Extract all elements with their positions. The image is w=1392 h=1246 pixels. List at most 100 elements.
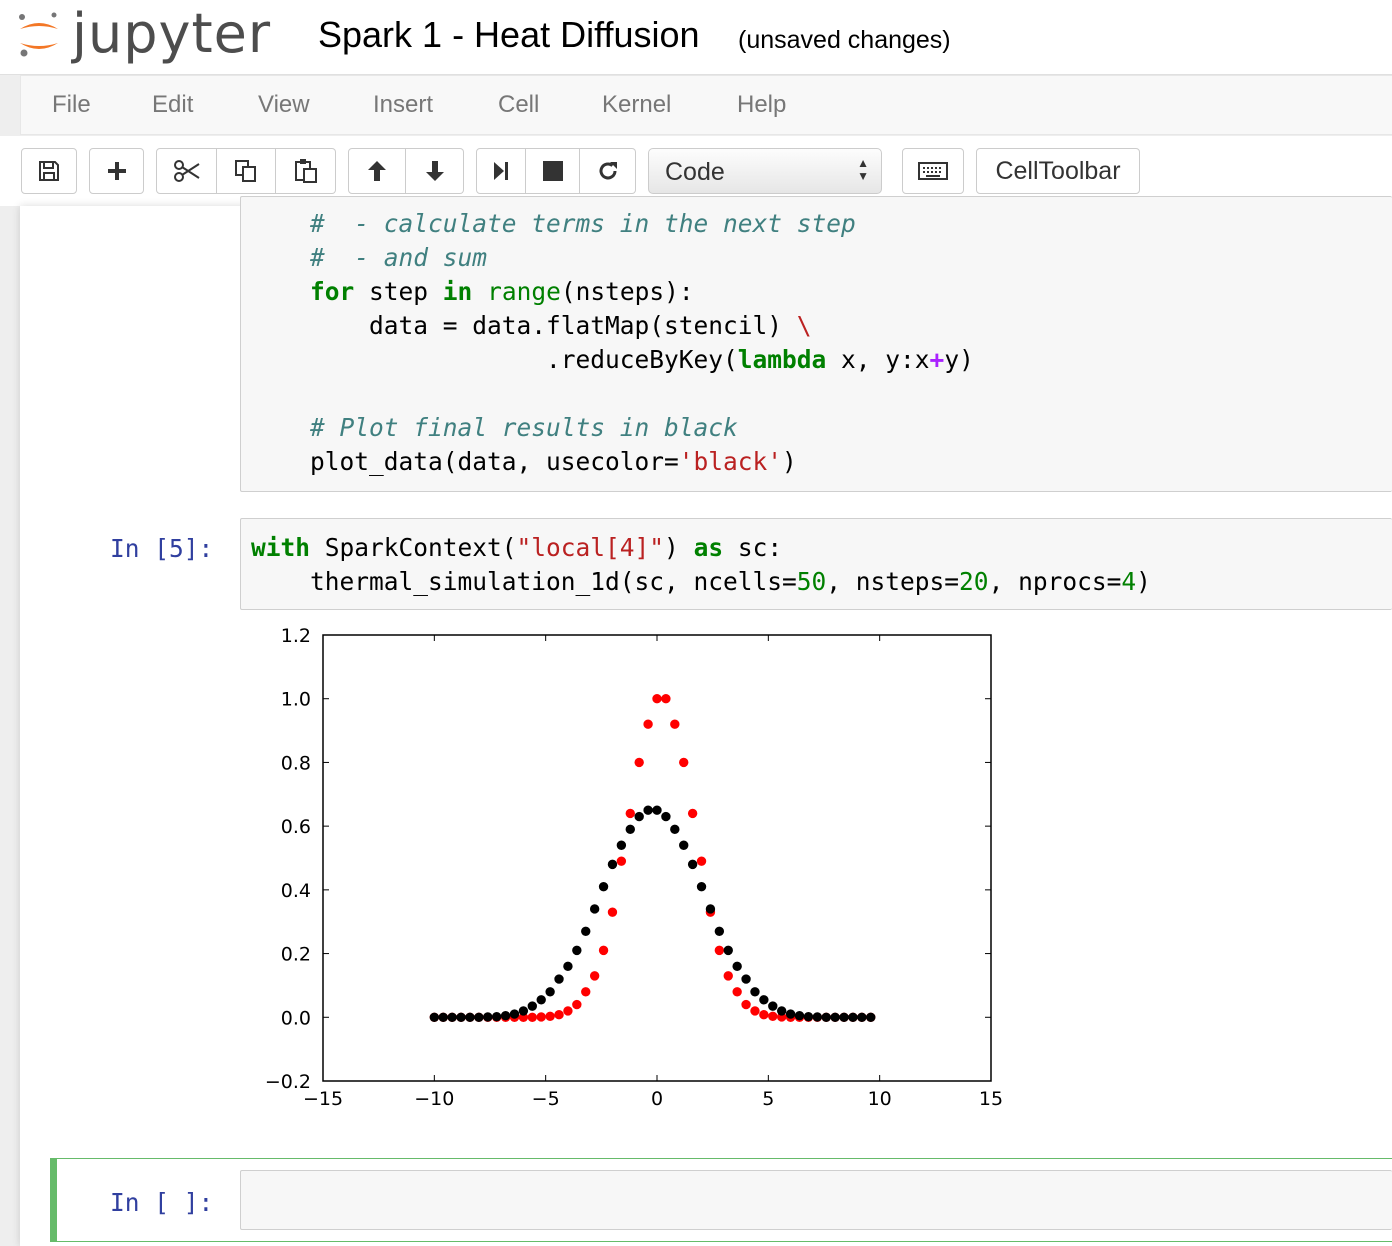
- black-point: [696, 881, 707, 892]
- black-point: [857, 1012, 867, 1022]
- red-point: [741, 999, 751, 1010]
- black-point: [447, 1012, 457, 1022]
- black-point: [741, 974, 751, 984]
- red-point: [572, 999, 582, 1010]
- red-point: [696, 856, 707, 866]
- save-icon: [39, 161, 59, 181]
- cut-icon: [173, 160, 200, 182]
- x-tick-label: 0: [651, 1088, 663, 1110]
- code-line-3: for step in range(nsteps):: [310, 277, 694, 306]
- move-up-button[interactable]: [348, 148, 406, 194]
- black-point: [848, 1012, 858, 1022]
- red-point: [625, 808, 635, 819]
- code-line-2: thermal_simulation_1d(sc, ncells=50, nst…: [251, 567, 1151, 596]
- menu-cell[interactable]: Cell: [498, 91, 540, 118]
- jupyter-logo[interactable]: jupyter: [16, 4, 271, 64]
- code-line-1: # - calculate terms in the next step: [251, 209, 856, 238]
- black-point: [839, 1012, 849, 1022]
- black-point: [491, 1011, 502, 1022]
- restart-kernel-button[interactable]: [580, 148, 636, 194]
- black-point: [545, 987, 555, 997]
- black-point: [456, 1012, 466, 1022]
- notebook-title[interactable]: Spark 1 - Heat Diffusion: [318, 14, 700, 55]
- black-point: [438, 1012, 448, 1022]
- black-point: [429, 1012, 440, 1022]
- red-point: [563, 1006, 573, 1016]
- black-point: [616, 840, 627, 850]
- y-tick-label: 1.2: [281, 625, 311, 647]
- black-point: [598, 881, 609, 892]
- celltoolbar-button[interactable]: CellToolbar: [976, 148, 1140, 194]
- black-point: [661, 811, 671, 822]
- plus-icon: [107, 162, 126, 180]
- red-point: [652, 694, 662, 704]
- copy-button[interactable]: [217, 148, 276, 194]
- logo-text: jupyter: [72, 2, 272, 65]
- copy-icon: [235, 160, 256, 182]
- code-cell-editor[interactable]: # - calculate terms in the next step # -…: [240, 196, 1392, 492]
- move-down-button[interactable]: [406, 148, 464, 194]
- header: jupyter Spark 1 - Heat Diffusion (unsave…: [0, 0, 1392, 75]
- save-status: (unsaved changes): [738, 26, 951, 54]
- code-cell-editor[interactable]: [240, 1170, 1392, 1230]
- menu-file[interactable]: File: [52, 91, 91, 118]
- black-point: [465, 1012, 475, 1022]
- red-point: [759, 1010, 769, 1020]
- insert-cell-button[interactable]: [89, 148, 144, 194]
- red-point: [643, 719, 653, 729]
- black-point: [714, 926, 725, 936]
- cell-type-value: Code: [665, 158, 725, 186]
- arrow-up-icon: [368, 161, 386, 181]
- red-point: [598, 945, 609, 956]
- plot-frame: [322, 634, 992, 1082]
- menu-view[interactable]: View: [258, 91, 310, 118]
- save-button[interactable]: [21, 148, 77, 194]
- menu-insert[interactable]: Insert: [373, 91, 434, 118]
- black-point: [830, 1012, 840, 1022]
- black-point: [589, 904, 600, 914]
- black-point: [554, 974, 564, 984]
- y-tick-label: 0.0: [281, 1007, 311, 1029]
- black-point: [759, 995, 769, 1005]
- cell-selection-indicator: [50, 1158, 57, 1242]
- black-point: [625, 824, 635, 835]
- paste-button[interactable]: [276, 148, 336, 194]
- run-cell-button[interactable]: [476, 148, 526, 194]
- arrow-down-icon: [425, 161, 444, 181]
- y-tick-label: 0.4: [281, 880, 311, 902]
- black-point: [776, 1006, 787, 1016]
- black-point: [518, 1006, 529, 1016]
- black-point: [812, 1012, 823, 1022]
- black-point: [785, 1009, 796, 1019]
- menu-kernel[interactable]: Kernel: [602, 91, 672, 118]
- black-point: [509, 1009, 520, 1019]
- code-cell-editor[interactable]: with SparkContext("local[4]") as sc: the…: [240, 518, 1392, 610]
- black-point: [768, 1001, 778, 1011]
- interrupt-kernel-button[interactable]: [526, 148, 580, 194]
- menu-edit[interactable]: Edit: [152, 91, 194, 118]
- command-palette-button[interactable]: [902, 148, 964, 194]
- jupyter-logo-icon: [19, 12, 58, 57]
- red-point: [536, 1012, 546, 1022]
- menu-help[interactable]: Help: [737, 91, 787, 118]
- red-point: [545, 1011, 555, 1022]
- x-tick-label: 15: [979, 1088, 1003, 1110]
- red-point: [679, 757, 689, 768]
- restart-icon: [599, 162, 617, 180]
- stop-icon: [542, 161, 563, 181]
- red-point: [616, 856, 627, 866]
- x-tick-label: −10: [414, 1088, 454, 1110]
- red-point: [589, 971, 600, 981]
- keyboard-icon: [918, 162, 948, 180]
- black-point: [750, 987, 760, 997]
- output-plot: −15 −10 −5 0 5 10 15 −0.2 0.0 0.2 0.4 0.6 0.8 1.0 1.2: [265, 625, 1003, 1110]
- red-point: [723, 971, 733, 981]
- red-point: [732, 987, 742, 997]
- cut-button[interactable]: [156, 148, 217, 194]
- cell-prompt: In [5]:: [110, 534, 214, 563]
- black-point: [643, 805, 653, 815]
- cell-type-select[interactable]: Code ▲ ▼: [648, 148, 882, 194]
- black-point: [634, 811, 644, 822]
- red-point: [527, 1012, 538, 1022]
- red-point: [687, 808, 698, 819]
